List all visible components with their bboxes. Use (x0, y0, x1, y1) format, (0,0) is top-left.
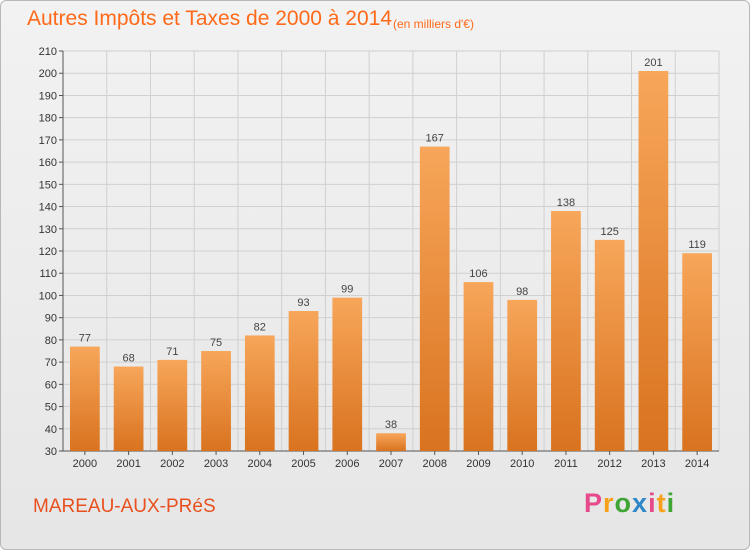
bar (419, 146, 450, 452)
x-tick-label: 2014 (685, 458, 709, 470)
x-tick-label: 2006 (335, 458, 359, 470)
chart-title-text: Autres Impôts et Taxes de 2000 à 2014 (27, 7, 393, 30)
logo-letter: P (584, 488, 604, 518)
y-tick-label: 70 (45, 357, 57, 369)
value-label: 119 (688, 239, 706, 251)
y-tick-label: 190 (39, 90, 57, 102)
y-tick-label: 170 (39, 135, 57, 147)
value-label: 99 (341, 284, 353, 296)
value-label: 82 (254, 321, 266, 333)
bar (463, 282, 494, 451)
chart-title: Autres Impôts et Taxes de 2000 à 2014 (27, 7, 392, 31)
bar (288, 311, 319, 451)
value-label: 138 (557, 197, 575, 209)
chart-unit-note: (en milliers d'€) (393, 17, 474, 31)
value-label: 93 (297, 297, 309, 309)
y-tick-label: 130 (39, 224, 57, 236)
value-label: 201 (644, 57, 662, 69)
bar (682, 253, 713, 451)
x-tick-label: 2010 (510, 458, 534, 470)
y-tick-label: 120 (39, 246, 57, 258)
bar (638, 71, 669, 451)
y-tick-label: 90 (45, 313, 57, 325)
x-tick-label: 2011 (554, 458, 578, 470)
value-label: 106 (469, 268, 487, 280)
bar (376, 433, 406, 451)
x-tick-label: 2007 (379, 458, 403, 470)
proxiti-logo[interactable]: Proxiti (584, 488, 675, 519)
x-tick-label: 2002 (160, 458, 184, 470)
value-label: 68 (122, 353, 134, 365)
x-tick-label: 2003 (204, 458, 228, 470)
logo-letter: x (632, 488, 649, 518)
bar (157, 359, 188, 451)
value-label: 98 (516, 286, 528, 298)
bar (594, 239, 625, 451)
y-tick-label: 140 (39, 202, 57, 214)
y-tick-label: 80 (45, 335, 57, 347)
logo-letter: r (603, 488, 615, 518)
labels: 30 40 50 60 70 80 90 100 110 120 130 140 150 160 170 18… (39, 46, 710, 470)
logo-letter: i (648, 488, 657, 518)
y-tick-label: 180 (39, 113, 57, 125)
x-tick-label: 2004 (248, 458, 272, 470)
commune-name: MAREAU-AUX-PRéS (33, 496, 216, 517)
y-tick-label: 200 (39, 68, 57, 80)
y-tick-label: 150 (39, 179, 57, 191)
x-tick-label: 2005 (291, 458, 315, 470)
bar (244, 335, 275, 451)
bar (69, 346, 100, 451)
y-tick-label: 60 (45, 379, 57, 391)
bar (332, 297, 363, 451)
y-tick-label: 210 (39, 46, 57, 58)
bar (201, 351, 231, 451)
value-label: 167 (426, 133, 444, 145)
x-tick-label: 2012 (597, 458, 621, 470)
x-tick-label: 2001 (116, 458, 140, 470)
bar (113, 366, 144, 451)
y-tick-label: 30 (45, 446, 57, 458)
y-tick-label: 40 (45, 424, 57, 436)
logo-letter: o (614, 488, 633, 518)
value-label: 38 (385, 419, 397, 431)
x-tick-label: 2008 (422, 458, 446, 470)
x-tick-label: 2009 (466, 458, 490, 470)
value-label: 125 (600, 226, 618, 238)
value-label: 75 (210, 337, 222, 349)
bar (551, 211, 581, 451)
value-label: 77 (79, 333, 91, 345)
bar (507, 299, 538, 451)
y-tick-label: 100 (39, 290, 57, 302)
logo-letter: t (656, 488, 667, 518)
x-tick-label: 2000 (73, 458, 97, 470)
logo-letter: i (666, 488, 676, 518)
y-tick-label: 110 (39, 268, 57, 280)
y-tick-label: 50 (45, 402, 57, 414)
x-tick-label: 2013 (641, 458, 665, 470)
bars (69, 71, 713, 452)
value-label: 71 (166, 346, 178, 358)
y-tick-label: 160 (39, 157, 57, 169)
